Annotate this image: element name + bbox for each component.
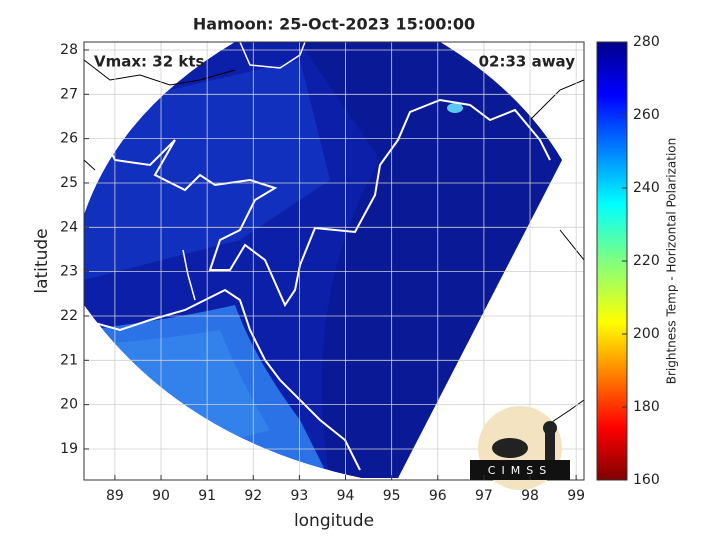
colorbar-label: Brightness Temp - Horizontal Polarizatio… <box>665 138 679 385</box>
plot-frame <box>83 41 585 481</box>
y-tick-label: 21 <box>60 352 78 368</box>
y-tick-label: 22 <box>60 308 78 324</box>
annotation: Vmax: 32 kts <box>94 53 204 71</box>
y-tick-label: 23 <box>60 264 78 280</box>
colorbar-tick-label: 200 <box>633 326 660 342</box>
colorbar-tick-label: 240 <box>633 180 660 196</box>
x-tick-label: 94 <box>337 488 355 504</box>
logo-text: CIMSS <box>488 464 552 477</box>
chart-title: Hamoon: 25-Oct-2023 15:00:00 <box>193 15 475 34</box>
x-tick-label: 99 <box>567 488 585 504</box>
x-axis-label: longitude <box>294 511 374 531</box>
y-tick-label: 19 <box>60 441 78 457</box>
x-tick-label: 89 <box>106 488 124 504</box>
x-tick-label: 98 <box>521 488 539 504</box>
colorbar-tick-label: 280 <box>633 34 660 50</box>
y-tick-label: 26 <box>60 131 78 147</box>
colorbar-tick-label: 260 <box>633 107 660 123</box>
y-axis-label: latitude <box>32 228 52 293</box>
colorbar-tick-label: 160 <box>633 472 660 488</box>
y-tick-label: 27 <box>60 86 78 102</box>
colorbar-tick-label: 180 <box>633 399 660 415</box>
x-tick-label: 93 <box>290 488 308 504</box>
x-tick-label: 97 <box>475 488 493 504</box>
y-tick-label: 24 <box>60 219 78 235</box>
y-tick-label: 20 <box>60 397 78 413</box>
colorbar-tick-label: 220 <box>633 253 660 269</box>
logo: CIMSS <box>470 406 570 490</box>
x-tick-label: 91 <box>198 488 216 504</box>
x-tick-label: 90 <box>152 488 170 504</box>
y-tick-label: 25 <box>60 175 78 191</box>
annotation: 02:33 away <box>479 53 576 71</box>
x-tick-label: 96 <box>429 488 447 504</box>
x-tick-label: 92 <box>244 488 262 504</box>
grid <box>84 42 584 480</box>
x-tick-label: 95 <box>383 488 401 504</box>
y-tick-label: 28 <box>60 42 78 58</box>
